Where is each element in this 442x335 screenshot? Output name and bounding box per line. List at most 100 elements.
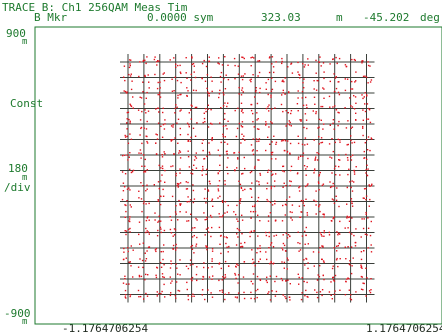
symbol-point <box>306 214 309 216</box>
symbol-point <box>364 103 366 105</box>
symbol-point <box>204 298 206 301</box>
symbol-point <box>283 182 285 184</box>
symbol-point <box>125 210 127 213</box>
symbol-point <box>362 134 364 137</box>
symbol-point <box>145 292 147 295</box>
symbol-point <box>303 280 305 283</box>
symbol-point <box>225 74 227 76</box>
symbol-point <box>211 260 213 262</box>
symbol-point <box>206 168 208 171</box>
symbol-point <box>315 213 317 215</box>
symbol-point <box>366 139 368 141</box>
symbol-point <box>128 283 130 285</box>
symbol-point <box>179 127 181 130</box>
symbol-point <box>143 298 145 300</box>
symbol-point <box>354 59 356 62</box>
symbol-point <box>220 71 223 74</box>
symbol-point <box>366 277 368 279</box>
symbol-point <box>211 137 213 139</box>
symbol-point <box>228 292 230 294</box>
symbol-point <box>258 183 260 186</box>
symbol-point <box>203 262 205 264</box>
symbol-point <box>145 190 147 192</box>
symbol-point <box>265 121 267 123</box>
symbol-point <box>220 252 222 255</box>
symbol-point <box>129 261 131 263</box>
symbol-point <box>126 111 128 114</box>
symbol-point <box>365 211 367 214</box>
symbol-point <box>337 138 339 141</box>
symbol-point <box>190 118 192 120</box>
symbol-point <box>220 141 222 144</box>
symbol-point <box>219 216 221 218</box>
symbol-point <box>360 251 363 253</box>
symbol-point <box>350 200 353 203</box>
symbol-point <box>303 204 305 207</box>
symbol-point <box>364 157 366 159</box>
symbol-point <box>270 187 272 190</box>
symbol-point <box>219 243 221 245</box>
symbol-point <box>226 166 228 169</box>
symbol-point <box>271 290 273 292</box>
symbol-point <box>251 182 253 184</box>
symbol-point <box>323 231 325 234</box>
symbol-point <box>162 276 164 278</box>
symbol-point <box>207 190 210 192</box>
symbol-point <box>237 220 239 222</box>
symbol-point <box>287 259 289 261</box>
symbol-point <box>337 111 339 114</box>
symbol-point <box>283 170 285 173</box>
symbol-point <box>147 74 149 76</box>
symbol-point <box>234 296 237 298</box>
symbol-point <box>240 75 243 77</box>
symbol-point <box>137 266 140 268</box>
symbol-point <box>129 294 132 296</box>
symbol-point <box>163 72 165 74</box>
symbol-point <box>132 249 134 251</box>
symbol-point <box>366 118 368 120</box>
symbol-point <box>123 76 125 78</box>
symbol-point <box>124 136 127 138</box>
symbol-point <box>161 136 164 138</box>
symbol-point <box>331 172 333 174</box>
symbol-point <box>273 262 275 264</box>
symbol-point <box>258 128 260 130</box>
symbol-point <box>125 257 127 259</box>
symbol-point <box>202 278 204 280</box>
symbol-point <box>147 274 149 276</box>
symbol-point <box>345 280 347 283</box>
symbol-point <box>350 299 353 301</box>
symbol-point <box>126 188 129 190</box>
symbol-point <box>143 127 145 129</box>
symbol-point <box>304 144 306 146</box>
symbol-point <box>366 103 369 105</box>
symbol-point <box>225 125 227 127</box>
symbol-point <box>364 110 367 113</box>
symbol-point <box>163 244 165 246</box>
symbol-point <box>154 249 157 251</box>
symbol-point <box>124 296 126 298</box>
symbol-point <box>267 200 269 202</box>
symbol-point <box>144 165 146 167</box>
symbol-point <box>290 112 292 115</box>
symbol-point <box>365 198 367 201</box>
symbol-point <box>331 267 334 270</box>
symbol-point <box>323 214 325 216</box>
symbol-point <box>203 157 206 160</box>
symbol-point <box>348 216 351 218</box>
symbol-point <box>267 171 269 173</box>
symbol-point <box>163 229 166 232</box>
symbol-point <box>240 94 243 96</box>
symbol-point <box>289 235 291 238</box>
symbol-point <box>269 262 271 265</box>
symbol-point <box>205 245 207 247</box>
symbol-point <box>129 133 131 135</box>
symbol-point <box>328 231 330 234</box>
symbol-point <box>270 261 272 264</box>
symbol-point <box>221 200 224 202</box>
symbol-point <box>242 189 244 192</box>
symbol-point <box>265 82 267 84</box>
symbol-point <box>353 171 356 173</box>
symbol-point <box>254 265 256 267</box>
symbol-point <box>259 174 262 176</box>
